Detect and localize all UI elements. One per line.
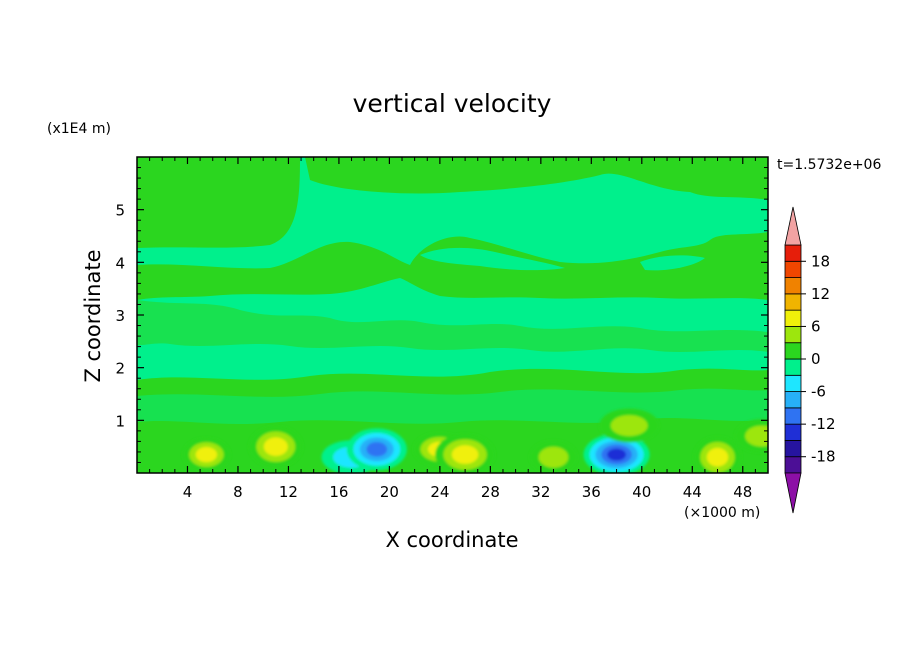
x-tick-label-16: 16	[329, 483, 348, 501]
colorbar-bin-11	[784, 277, 802, 295]
x-tick-label-32: 32	[531, 483, 550, 501]
y-tick-label-5: 5	[115, 202, 125, 220]
upper-band-mid	[137, 232, 768, 300]
colorbar-bin-9	[784, 309, 802, 327]
feature-1-level-2	[263, 437, 288, 457]
colorbar-tick-label-3: 0	[811, 350, 821, 368]
x-tick-label-40: 40	[632, 483, 651, 501]
colorbar-tick-label-4: -6	[811, 383, 826, 401]
y-tick-label-3: 3	[115, 307, 125, 325]
feature-10	[734, 419, 768, 454]
x-tick-label-36: 36	[582, 483, 601, 501]
colorbar-bin-6	[784, 358, 802, 376]
feature-7	[583, 433, 650, 473]
colorbar-under-triangle	[784, 472, 802, 514]
feature-8	[599, 408, 660, 443]
colorbar-bin-1	[784, 440, 802, 458]
x-unit-label: (×1000 m)	[684, 505, 760, 521]
y-ticks: 1 2 3 4 5	[115, 167, 768, 463]
colorbar-bin-7	[784, 342, 802, 360]
x-tick-label-24: 24	[430, 483, 449, 501]
colorbar-tick-label-5: -12	[811, 415, 836, 433]
colorbar-tick-label-2: 6	[811, 317, 821, 335]
feature-5-level-2	[451, 445, 479, 464]
feature-10-level-1	[745, 425, 768, 447]
y-tick-label-4: 4	[115, 254, 125, 272]
colorbar-tick-label-0: 18	[811, 252, 830, 270]
feature-6-level-1	[538, 446, 569, 468]
upper-bands	[137, 157, 768, 300]
feature-9-level-2	[706, 447, 729, 467]
x-tick-label-28: 28	[481, 483, 500, 501]
colorbar-tick-label-1: 12	[811, 285, 830, 303]
feature-9	[693, 436, 742, 473]
colorbar-bin-10	[784, 293, 802, 311]
colorbar-tick-label-6: -18	[811, 448, 836, 466]
feature-5	[435, 433, 496, 473]
colorbar-bin-8	[784, 326, 802, 344]
x-axis-label: X coordinate	[385, 528, 518, 552]
colorbar-bin-3	[784, 407, 802, 425]
x-tick-label-4: 4	[183, 483, 193, 501]
feature-7-level-4	[607, 448, 626, 461]
colorbar: 18 12 6 0 -6 -12 -18	[784, 206, 836, 514]
time-label: t=1.5732e+06	[777, 157, 881, 173]
x-tick-label-48: 48	[733, 483, 752, 501]
y-tick-label-1: 1	[115, 412, 125, 430]
feature-1	[248, 425, 303, 468]
features	[182, 408, 768, 473]
colorbar-over-triangle	[784, 206, 802, 246]
feature-0-level-2	[195, 447, 218, 463]
feature-8-level-1	[610, 415, 648, 437]
x-tick-label-44: 44	[683, 483, 702, 501]
x-tick-label-12: 12	[279, 483, 298, 501]
colorbar-bin-2	[784, 423, 802, 441]
y-tick-label-2: 2	[115, 360, 125, 378]
mid-band	[137, 300, 768, 352]
upper-band-right	[305, 157, 768, 200]
y-unit-label: (x1E4 m)	[47, 121, 111, 137]
colorbar-bin-12	[784, 260, 802, 278]
y-axis-label: Z coordinate	[81, 249, 105, 382]
feature-3	[346, 428, 407, 471]
feature-6	[529, 440, 578, 473]
chart-title: vertical velocity	[353, 89, 552, 118]
x-tick-label-20: 20	[380, 483, 399, 501]
colorbar-bin-5	[784, 374, 802, 392]
upper-band-left	[137, 157, 300, 248]
upper-band-gap-2	[640, 255, 705, 271]
feature-0	[182, 437, 231, 472]
colorbar-bin-0	[784, 456, 802, 474]
colorbar-bin-4	[784, 391, 802, 409]
x-tick-label-8: 8	[233, 483, 243, 501]
feature-3-level-3	[366, 442, 388, 457]
upper-band-gap	[420, 247, 565, 271]
x-ticks: 4 8 12 16 20 24 28 32 36 40 44 48	[149, 157, 756, 501]
colorbar-bin-13	[784, 244, 802, 262]
